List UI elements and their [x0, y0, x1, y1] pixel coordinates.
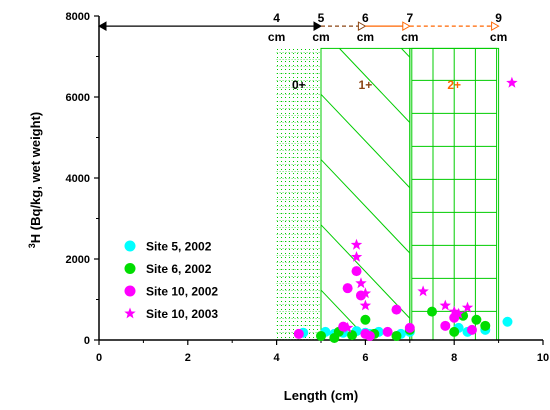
- y-tick-label: 8000: [66, 11, 90, 23]
- age-box-hatch: [321, 158, 410, 254]
- legend-marker: [124, 263, 136, 274]
- data-point: [452, 307, 465, 319]
- data-point: [440, 320, 451, 331]
- size-annotation-unit: cm: [401, 30, 418, 44]
- legend-entry: Site 5, 2002: [124, 240, 212, 254]
- size-annotation: 9 cm: [490, 11, 507, 44]
- size-annotation-value: 7: [406, 11, 413, 25]
- data-point: [342, 283, 353, 294]
- size-annotation-value: 9: [495, 11, 502, 25]
- size-annotation: 5 cm: [312, 11, 329, 44]
- range-arrow: [97, 21, 323, 31]
- legend-label: Site 10, 2003: [146, 307, 218, 321]
- legend-marker: [124, 307, 136, 319]
- range-arrow: [321, 21, 367, 31]
- range-arrowhead-left: [97, 21, 107, 31]
- range-arrowhead: [357, 21, 367, 31]
- x-tick-label: 0: [96, 352, 102, 364]
- x-tick-label: 8: [451, 352, 457, 364]
- data-point: [341, 321, 354, 333]
- axes: 0 2 4 6 8 10 0 2000 4000 6000 8000: [66, 11, 550, 364]
- size-annotation-unit: cm: [490, 30, 507, 44]
- size-annotation: 4 cm: [268, 11, 285, 44]
- size-annotation-value: 6: [362, 11, 369, 25]
- size-annotation-unit: cm: [357, 30, 374, 44]
- y-tick-label: 0: [84, 335, 90, 347]
- size-annotation: 7 cm: [401, 11, 418, 44]
- data-point: [449, 326, 460, 337]
- age-box-fill: [276, 48, 321, 341]
- data-point: [293, 328, 304, 339]
- data-point: [404, 322, 415, 333]
- data-point: [316, 330, 326, 341]
- age-box-hatch: [321, 289, 369, 341]
- x-tick-label: 2: [185, 352, 191, 364]
- data-point: [347, 330, 358, 341]
- data-point: [448, 305, 460, 317]
- data-point: [461, 301, 474, 313]
- x-tick-label: 4: [274, 352, 281, 364]
- data-point: [439, 299, 451, 311]
- age-box-0plus: 0+: [276, 48, 321, 341]
- x-axis-label: Length (cm): [284, 388, 358, 403]
- size-annotation-unit: cm: [268, 30, 285, 44]
- range-arrow: [409, 21, 500, 31]
- data-point: [502, 316, 513, 327]
- data-point: [360, 314, 371, 325]
- y-axis-label-sup: 3: [27, 243, 37, 248]
- x-tick-label: 6: [362, 352, 368, 364]
- legend-label: Site 10, 2002: [146, 285, 218, 299]
- range-arrow: [365, 21, 411, 31]
- data-point: [427, 306, 437, 317]
- range-arrowhead: [313, 21, 323, 31]
- y-tick-label: 2000: [66, 254, 90, 266]
- size-annotation-value: 4: [273, 11, 280, 25]
- age-box-label: 0+: [292, 78, 306, 92]
- data-point: [471, 314, 482, 325]
- data-point: [466, 324, 477, 335]
- legend-entry: Site 10, 2003: [124, 307, 218, 321]
- data-point: [506, 76, 518, 88]
- legend-label: Site 6, 2002: [146, 262, 212, 276]
- legend-marker: [124, 285, 136, 297]
- age-box-label: 2+: [447, 78, 461, 92]
- age-box-hatch: [321, 224, 410, 320]
- series-3: [293, 266, 477, 341]
- y-tick-label: 6000: [66, 92, 90, 104]
- size-annotation-unit: cm: [312, 30, 329, 44]
- age-box-hatch: [339, 48, 410, 124]
- data-point: [359, 299, 372, 311]
- y-tick-label: 4000: [66, 173, 90, 185]
- data-point: [350, 251, 363, 262]
- data-point: [391, 330, 402, 341]
- size-annotation: 6 cm: [357, 11, 374, 44]
- data-point: [391, 304, 402, 315]
- data-point: [351, 266, 362, 277]
- legend-entry: Site 10, 2002: [124, 285, 218, 299]
- size-annotation-value: 5: [318, 11, 325, 25]
- data-point: [417, 285, 429, 297]
- age-box-hatch: [463, 48, 550, 340]
- data-point: [359, 287, 372, 299]
- data-point: [355, 277, 367, 289]
- age-box-hatch: [321, 93, 410, 189]
- age-box-2plus: 2+: [409, 47, 500, 341]
- legend-entry: Site 6, 2002: [124, 262, 212, 276]
- age-box-label: 1+: [359, 78, 373, 92]
- x-tick-label: 10: [537, 352, 549, 364]
- legend-label: Site 5, 2002: [146, 240, 212, 254]
- legend: Site 5, 2002 Site 6, 2002 Site 10, 2002 Sit…: [124, 240, 218, 321]
- y-axis-label-main: H (Bq/kg, wet weight): [28, 112, 43, 243]
- age-box-hatch: [525, 48, 550, 340]
- data-point: [350, 238, 363, 250]
- range-arrowhead: [402, 21, 411, 31]
- y-axis-label: 3H (Bq/kg, wet weight): [27, 112, 43, 248]
- data-point: [480, 320, 491, 331]
- data-point: [382, 326, 393, 337]
- range-arrowhead: [491, 21, 500, 31]
- legend-marker: [124, 240, 136, 252]
- data-point: [364, 330, 375, 341]
- series-4: [341, 76, 518, 333]
